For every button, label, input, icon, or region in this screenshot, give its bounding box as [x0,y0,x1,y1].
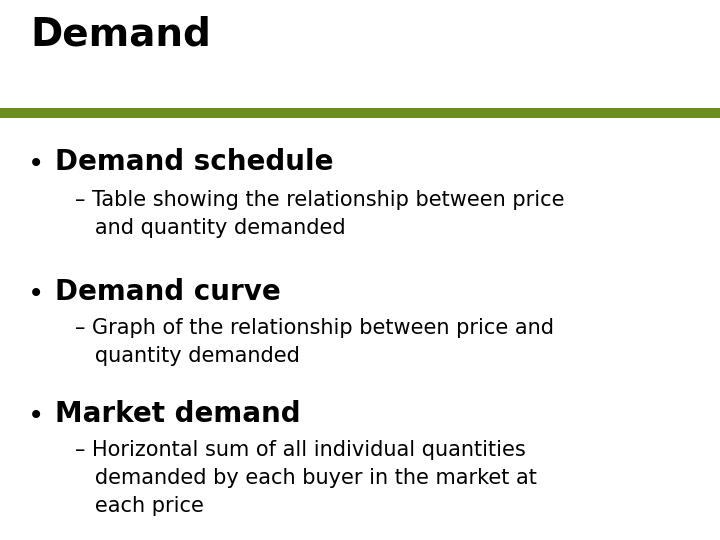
Text: Demand: Demand [30,15,211,53]
Text: Market demand: Market demand [55,400,301,428]
Bar [0,108,720,118]
Text: Demand schedule: Demand schedule [55,148,333,176]
Text: •: • [28,150,44,178]
Text: – Table showing the relationship between price
   and quantity demanded: – Table showing the relationship between… [75,190,564,238]
Text: Demand curve: Demand curve [55,278,281,306]
Text: – Graph of the relationship between price and
   quantity demanded: – Graph of the relationship between pric… [75,318,554,366]
Text: – Horizontal sum of all individual quantities
   demanded by each buyer in the m: – Horizontal sum of all individual quant… [75,440,537,516]
Text: •: • [28,402,44,430]
Text: •: • [28,280,44,308]
